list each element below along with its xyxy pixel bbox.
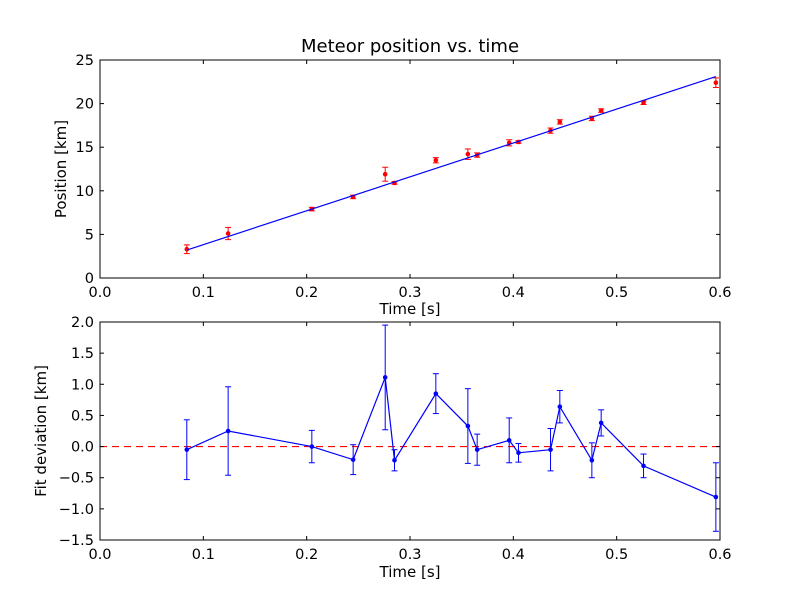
y-tick-label: 25 [76, 53, 94, 69]
x-tick-label: 0.4 [502, 547, 525, 563]
plot-area: 0.0 0.1 0.2 0.3 0.4 0.5 0.6 −1.5 −1.0 −0.5 0.0 0.5 1… [59, 315, 732, 563]
y-tick-label: 0.0 [71, 440, 94, 456]
data-point [641, 463, 646, 469]
y-tick-label: 15 [76, 140, 94, 156]
data-point [506, 438, 512, 443]
y-tick-label: 0 [85, 271, 94, 287]
data-point [589, 457, 595, 463]
x-tick-label: 0.3 [398, 285, 421, 301]
x-axis-label: Time [s] [379, 563, 441, 581]
deviation-chart: Time [s] Fit deviation [km] 0.0 0.1 0.2 0.3… [32, 315, 732, 581]
y-tick-label: 1.5 [71, 346, 94, 362]
plot-area: 0.0 0.1 0.2 0.3 0.4 0.5 0.6 0 5 10 15 20 25 [76, 53, 732, 301]
data-point [382, 375, 388, 380]
x-tick-label: 0.2 [295, 547, 318, 563]
data-point [516, 450, 521, 456]
y-tick-label: 20 [76, 97, 94, 113]
y-tick-label: −1.0 [59, 502, 94, 518]
data-point [350, 457, 356, 462]
data-point [548, 447, 553, 452]
data-point [713, 80, 719, 85]
data-point [465, 151, 471, 157]
data-point [184, 246, 190, 252]
x-tick-label: 0.5 [605, 285, 628, 301]
data-point [641, 100, 646, 106]
data-point [598, 108, 604, 113]
fit-line [186, 75, 717, 251]
x-tick-label: 0.5 [605, 547, 628, 563]
y-tick-label: 2.0 [71, 315, 94, 331]
x-tick-label: 0.0 [88, 285, 111, 301]
data-point [474, 447, 480, 452]
y-tick-label: 0.5 [71, 408, 94, 424]
data-point [392, 457, 397, 463]
data-point [225, 428, 231, 434]
position-chart: Meteor position vs. time Time [s] Positi… [52, 36, 732, 318]
x-axis-label: Time [s] [379, 300, 441, 318]
data-point [465, 423, 471, 429]
y-tick-label: 1.0 [71, 377, 94, 393]
y-axis-label: Fit deviation [km] [32, 365, 50, 497]
data-point [382, 171, 388, 177]
data-point [713, 494, 719, 500]
data-point [433, 391, 439, 396]
y-tick-label: 10 [76, 184, 94, 200]
chart-title: Meteor position vs. time [301, 36, 519, 57]
y-axis-label: Position [km] [52, 120, 70, 218]
x-tick-label: 0.3 [398, 547, 421, 563]
x-tick-label: 0.6 [708, 285, 731, 301]
data-point [598, 420, 604, 426]
x-tick-label: 0.6 [708, 547, 731, 563]
data-point [557, 119, 563, 125]
y-tick-label: 5 [85, 227, 94, 243]
x-tick-label: 0.2 [295, 285, 318, 301]
x-tick-label: 0.1 [192, 285, 215, 301]
data-point [225, 231, 231, 236]
x-tick-label: 0.1 [192, 547, 215, 563]
y-tick-label: −1.5 [59, 533, 94, 549]
data-point [184, 447, 190, 452]
data-point [433, 157, 439, 163]
x-tick-label: 0.0 [88, 547, 111, 563]
data-point [309, 444, 315, 449]
data-point [557, 404, 563, 410]
y-tick-label: −0.5 [59, 471, 94, 487]
x-tick-label: 0.4 [502, 285, 525, 301]
